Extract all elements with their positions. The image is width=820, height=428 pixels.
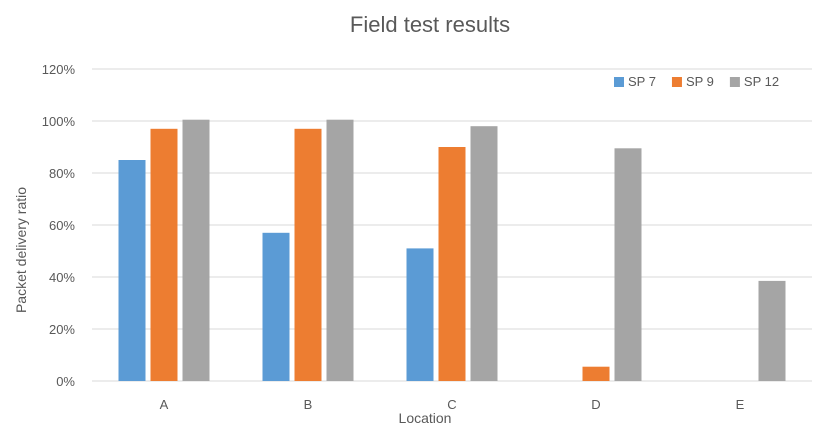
bars <box>118 119 786 381</box>
legend-label: SP 9 <box>686 74 714 89</box>
legend-label: SP 7 <box>628 74 656 89</box>
bar-b-sp-12 <box>326 119 354 381</box>
y-tick-label: 0% <box>56 374 75 389</box>
bar-a-sp-12 <box>182 119 210 381</box>
legend-swatch <box>729 77 740 87</box>
bar-b-sp-9 <box>294 128 322 381</box>
chart-title: Field test results <box>350 12 510 37</box>
legend-label: SP 12 <box>744 74 779 89</box>
x-tick-label: E <box>736 397 745 412</box>
y-tick-label: 40% <box>49 270 75 285</box>
y-tick-label: 120% <box>42 62 76 77</box>
y-axis-ticks: 0% 20% 40% 60% 80% 100% 120% <box>42 62 76 389</box>
y-axis-label: Packet delivery ratio <box>13 187 29 313</box>
legend-swatch <box>671 77 682 87</box>
bar-d-sp-12 <box>614 148 642 381</box>
y-tick-label: 80% <box>49 166 75 181</box>
x-tick-label: B <box>304 397 313 412</box>
x-axis-ticks: A B C D E <box>160 397 745 412</box>
bar-e-sp-12 <box>758 280 786 381</box>
x-tick-label: D <box>591 397 600 412</box>
y-tick-label: 100% <box>42 114 76 129</box>
x-tick-label: C <box>447 397 456 412</box>
legend-swatch <box>614 77 624 87</box>
x-tick-label: A <box>160 397 169 412</box>
bar-a-sp-9 <box>150 128 178 381</box>
bar-c-sp-7 <box>406 248 434 381</box>
x-axis-label: Location <box>399 410 452 426</box>
y-tick-label: 60% <box>49 218 75 233</box>
y-tick-label: 20% <box>49 322 75 337</box>
bar-a-sp-7 <box>118 160 146 381</box>
bar-b-sp-7 <box>262 232 290 381</box>
legend: SP 7 SP 9 SP 12 <box>614 74 779 89</box>
bar-c-sp-9 <box>438 147 466 381</box>
bar-c-sp-12 <box>470 126 498 381</box>
bar-d-sp-9 <box>582 366 610 381</box>
